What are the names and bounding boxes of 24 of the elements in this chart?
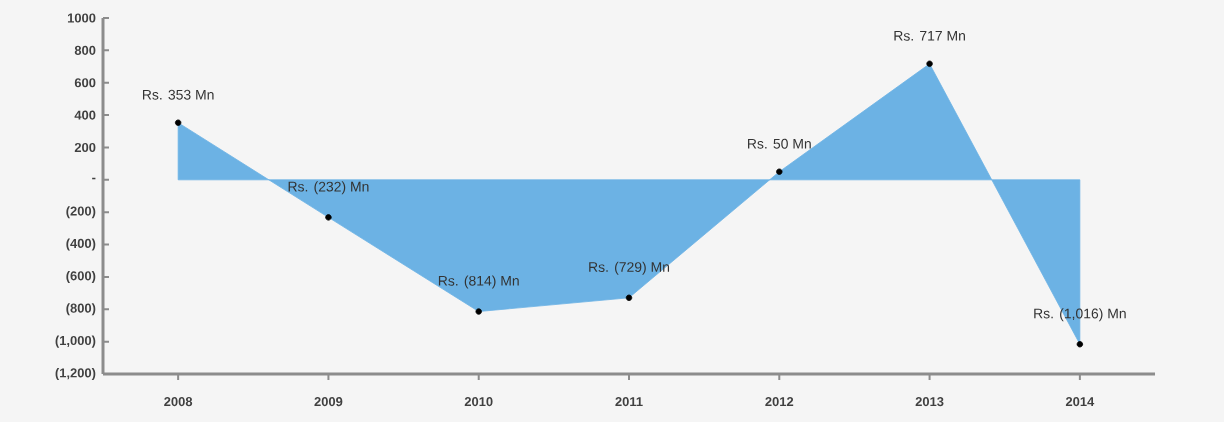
data-label: Rs. 50 Mn [748,138,811,149]
y-tick-label: 600 [74,78,96,88]
data-label: Rs. (814) Mn [438,275,519,289]
x-tick-label: 2008 [164,397,193,407]
x-tick-label: 2010 [464,397,493,407]
data-label: Rs. 353 Mn [142,89,214,100]
x-tick-label: 2011 [615,397,643,407]
x-tick-label: 2013 [915,397,944,407]
y-tick-label: (600) [66,270,96,283]
x-tick-label: 2009 [314,397,343,407]
y-tick-label: 400 [74,110,96,120]
x-tick-label: 2014 [1065,397,1095,407]
y-tick-label: 800 [74,45,96,55]
y-tick-label: (800) [66,303,96,316]
y-tick-label: (1,000) [55,335,96,348]
y-tick-label: (200) [66,206,96,219]
x-tick-label: 2012 [765,397,794,407]
data-label: Rs. (232) Mn [288,181,369,195]
y-tick-label: 1000 [67,13,96,23]
y-tick-label: (1,200) [55,367,96,381]
y-tick-label: 200 [74,142,96,153]
y-tick-label: (400) [66,238,96,251]
y-tick-label: - [92,177,96,180]
data-label: Rs. 717 Mn [894,31,965,41]
